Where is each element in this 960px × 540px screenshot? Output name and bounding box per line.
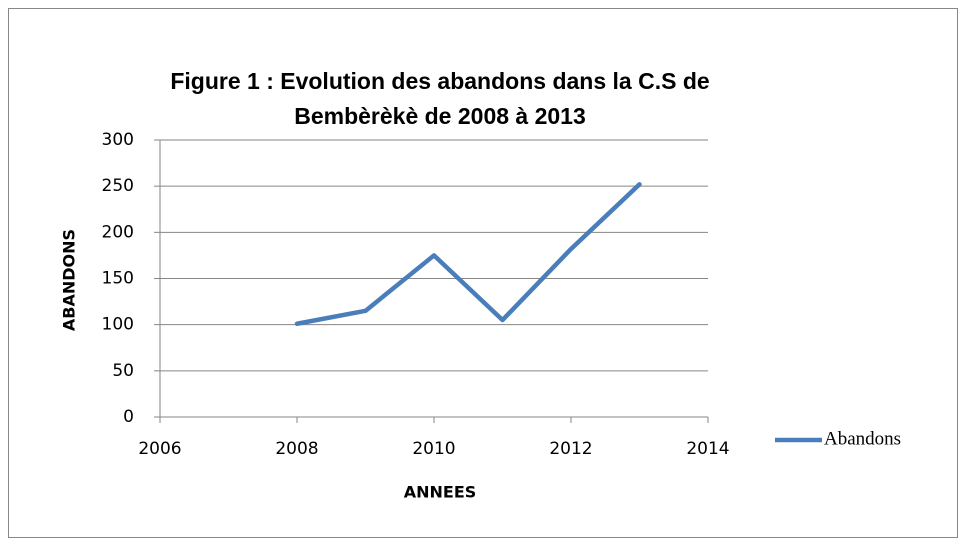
x-tick-label: 2008 bbox=[275, 439, 318, 459]
y-tick-label: 0 bbox=[123, 407, 134, 427]
x-tick-label: 2012 bbox=[549, 439, 592, 459]
y-tick-label: 300 bbox=[102, 130, 134, 150]
x-tick-label: 2006 bbox=[138, 439, 181, 459]
x-tick-label: 2010 bbox=[412, 439, 455, 459]
chart-border bbox=[8, 8, 958, 538]
y-tick-label: 100 bbox=[102, 315, 134, 335]
chart-title: Bembèrèkè de 2008 à 2013 bbox=[294, 103, 586, 129]
y-tick-label: 250 bbox=[102, 176, 134, 196]
y-tick-label: 200 bbox=[102, 222, 134, 242]
data-line bbox=[294, 182, 642, 326]
x-axis-title: ANNEES bbox=[404, 483, 477, 502]
y-tick-label: 50 bbox=[112, 361, 134, 381]
x-tick-label: 2014 bbox=[686, 439, 729, 459]
y-axis-title: ABANDONS bbox=[60, 229, 79, 331]
legend-label: Abandons bbox=[824, 428, 901, 449]
chart-title: Figure 1 : Evolution des abandons dans l… bbox=[170, 68, 709, 94]
y-tick-label: 150 bbox=[102, 269, 134, 289]
